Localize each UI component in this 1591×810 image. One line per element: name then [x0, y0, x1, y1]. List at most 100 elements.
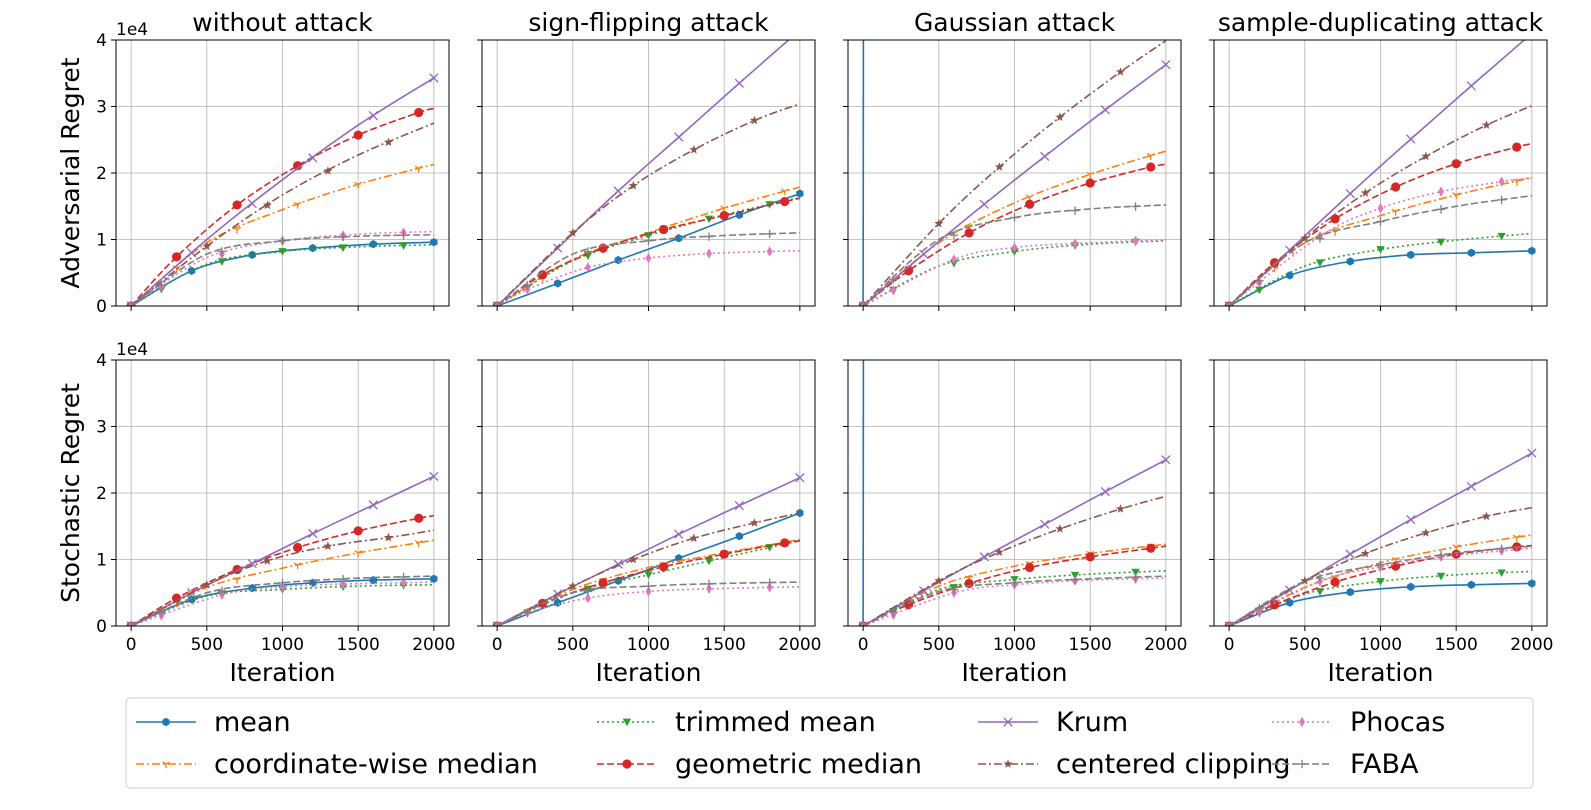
- marker-mean: [735, 532, 743, 541]
- panel-r0-c2: Gaussian attack: [843, 8, 1182, 311]
- x-tick-label: 1500: [1069, 635, 1112, 655]
- marker-faba: [1255, 276, 1264, 285]
- x-tick-label: 0: [1224, 635, 1235, 655]
- marker-trimmed-mean: [1497, 569, 1506, 577]
- marker-centered-clipping: [1481, 120, 1491, 129]
- series-line-coordinate-wise-median: [1228, 176, 1533, 306]
- marker-phocas: [890, 285, 897, 296]
- marker-mean: [1467, 248, 1475, 257]
- marker-krum: [1406, 134, 1416, 144]
- series-line-krum: [130, 475, 435, 626]
- marker-geometric-median: [353, 130, 363, 140]
- marker-faba: [523, 608, 532, 617]
- x-tick-label: 1500: [1435, 635, 1478, 655]
- marker-mean: [1346, 257, 1354, 266]
- series-group: [858, 360, 1171, 626]
- marker-geometric-median: [232, 200, 242, 210]
- legend-marker: [162, 761, 170, 769]
- marker-faba: [338, 574, 348, 584]
- marker-coordinate-wise-median: [1512, 534, 1521, 542]
- series-line-mean: [130, 241, 434, 306]
- marker-coordinate-wise-median: [1086, 171, 1095, 179]
- marker-geometric-median: [1512, 142, 1522, 152]
- series-group: [858, 40, 1171, 306]
- marker-trimmed-mean: [704, 557, 714, 566]
- legend-marker: [1299, 716, 1305, 728]
- marker-centered-clipping: [1115, 504, 1125, 513]
- x-axis-label: Iteration: [229, 658, 335, 687]
- marker-geometric-median: [1451, 159, 1461, 169]
- marker-faba: [858, 301, 868, 306]
- marker-coordinate-wise-median: [1452, 192, 1461, 200]
- marker-centered-clipping: [1055, 112, 1065, 121]
- marker-mean: [1528, 579, 1536, 588]
- marker-mean: [430, 238, 438, 247]
- marker-mean: [796, 189, 804, 198]
- marker-faba: [644, 236, 653, 246]
- marker-centered-clipping: [262, 556, 272, 565]
- marker-centered-clipping: [1055, 524, 1065, 533]
- marker-faba: [217, 247, 227, 256]
- x-axis-label: Iteration: [961, 658, 1067, 687]
- series-group: [1224, 40, 1536, 306]
- legend-entry-mean: mean: [136, 707, 291, 738]
- y-tick-label: 2: [96, 484, 107, 504]
- x-tick-label: 0: [126, 635, 137, 655]
- marker-geometric-median: [1330, 214, 1340, 224]
- legend-label: Phocas: [1350, 707, 1445, 738]
- marker-krum: [674, 132, 684, 142]
- panel-title: without attack: [192, 8, 373, 37]
- marker-geometric-median: [414, 513, 424, 523]
- marker-trimmed-mean: [338, 244, 348, 252]
- marker-centered-clipping: [1115, 67, 1125, 76]
- marker-krum: [1345, 549, 1355, 559]
- marker-faba: [1131, 572, 1140, 582]
- legend-label: FABA: [1350, 749, 1419, 780]
- marker-krum: [734, 500, 744, 511]
- marker-geometric-median: [537, 270, 548, 280]
- marker-phocas: [1438, 186, 1444, 197]
- marker-mean: [1467, 580, 1475, 589]
- marker-trimmed-mean: [217, 258, 227, 266]
- marker-krum: [1527, 448, 1537, 458]
- marker-coordinate-wise-median: [233, 577, 242, 584]
- marker-krum: [1466, 481, 1476, 492]
- marker-geometric-median: [1146, 543, 1156, 553]
- marker-geometric-median: [1391, 561, 1401, 571]
- marker-coordinate-wise-median: [293, 562, 302, 570]
- marker-mean: [1286, 271, 1294, 280]
- marker-centered-clipping: [934, 218, 944, 228]
- marker-faba: [1010, 578, 1019, 587]
- marker-mean: [248, 250, 256, 259]
- legend-entry-krum: Krum: [978, 707, 1128, 738]
- series-group: [126, 471, 439, 626]
- series-line-trimmed-mean: [130, 584, 434, 626]
- marker-coordinate-wise-median: [1146, 153, 1155, 160]
- marker-geometric-median: [659, 562, 669, 572]
- marker-geometric-median: [1391, 182, 1401, 192]
- series-line-krum: [1228, 452, 1533, 626]
- marker-faba: [126, 621, 136, 626]
- marker-krum: [492, 621, 502, 626]
- x-tick-label: 2000: [412, 635, 455, 655]
- panel-r1-c0: 0 500 1000 1500 2000 0 1 2 3 4 1e4 Iteration Stochas…: [56, 340, 455, 687]
- y-tick-label: 1: [96, 231, 107, 251]
- marker-krum: [1040, 519, 1050, 529]
- marker-krum: [553, 243, 563, 253]
- legend-entry-geometric-median: geometric median: [597, 749, 922, 780]
- marker-centered-clipping: [323, 166, 333, 175]
- marker-faba: [889, 275, 898, 284]
- marker-geometric-median: [1269, 258, 1280, 268]
- marker-krum: [919, 249, 929, 259]
- marker-trimmed-mean: [1315, 588, 1325, 596]
- marker-faba: [704, 579, 714, 589]
- marker-coordinate-wise-median: [414, 540, 423, 547]
- x-tick-label: 1000: [261, 635, 304, 655]
- marker-centered-clipping: [689, 144, 699, 154]
- marker-geometric-median: [353, 526, 363, 536]
- legend-marker: [1003, 759, 1013, 768]
- series-line-faba: [862, 575, 1166, 626]
- x-tick-label: 500: [923, 635, 955, 655]
- marker-phocas: [645, 252, 652, 264]
- series-line-trimmed-mean: [496, 196, 801, 306]
